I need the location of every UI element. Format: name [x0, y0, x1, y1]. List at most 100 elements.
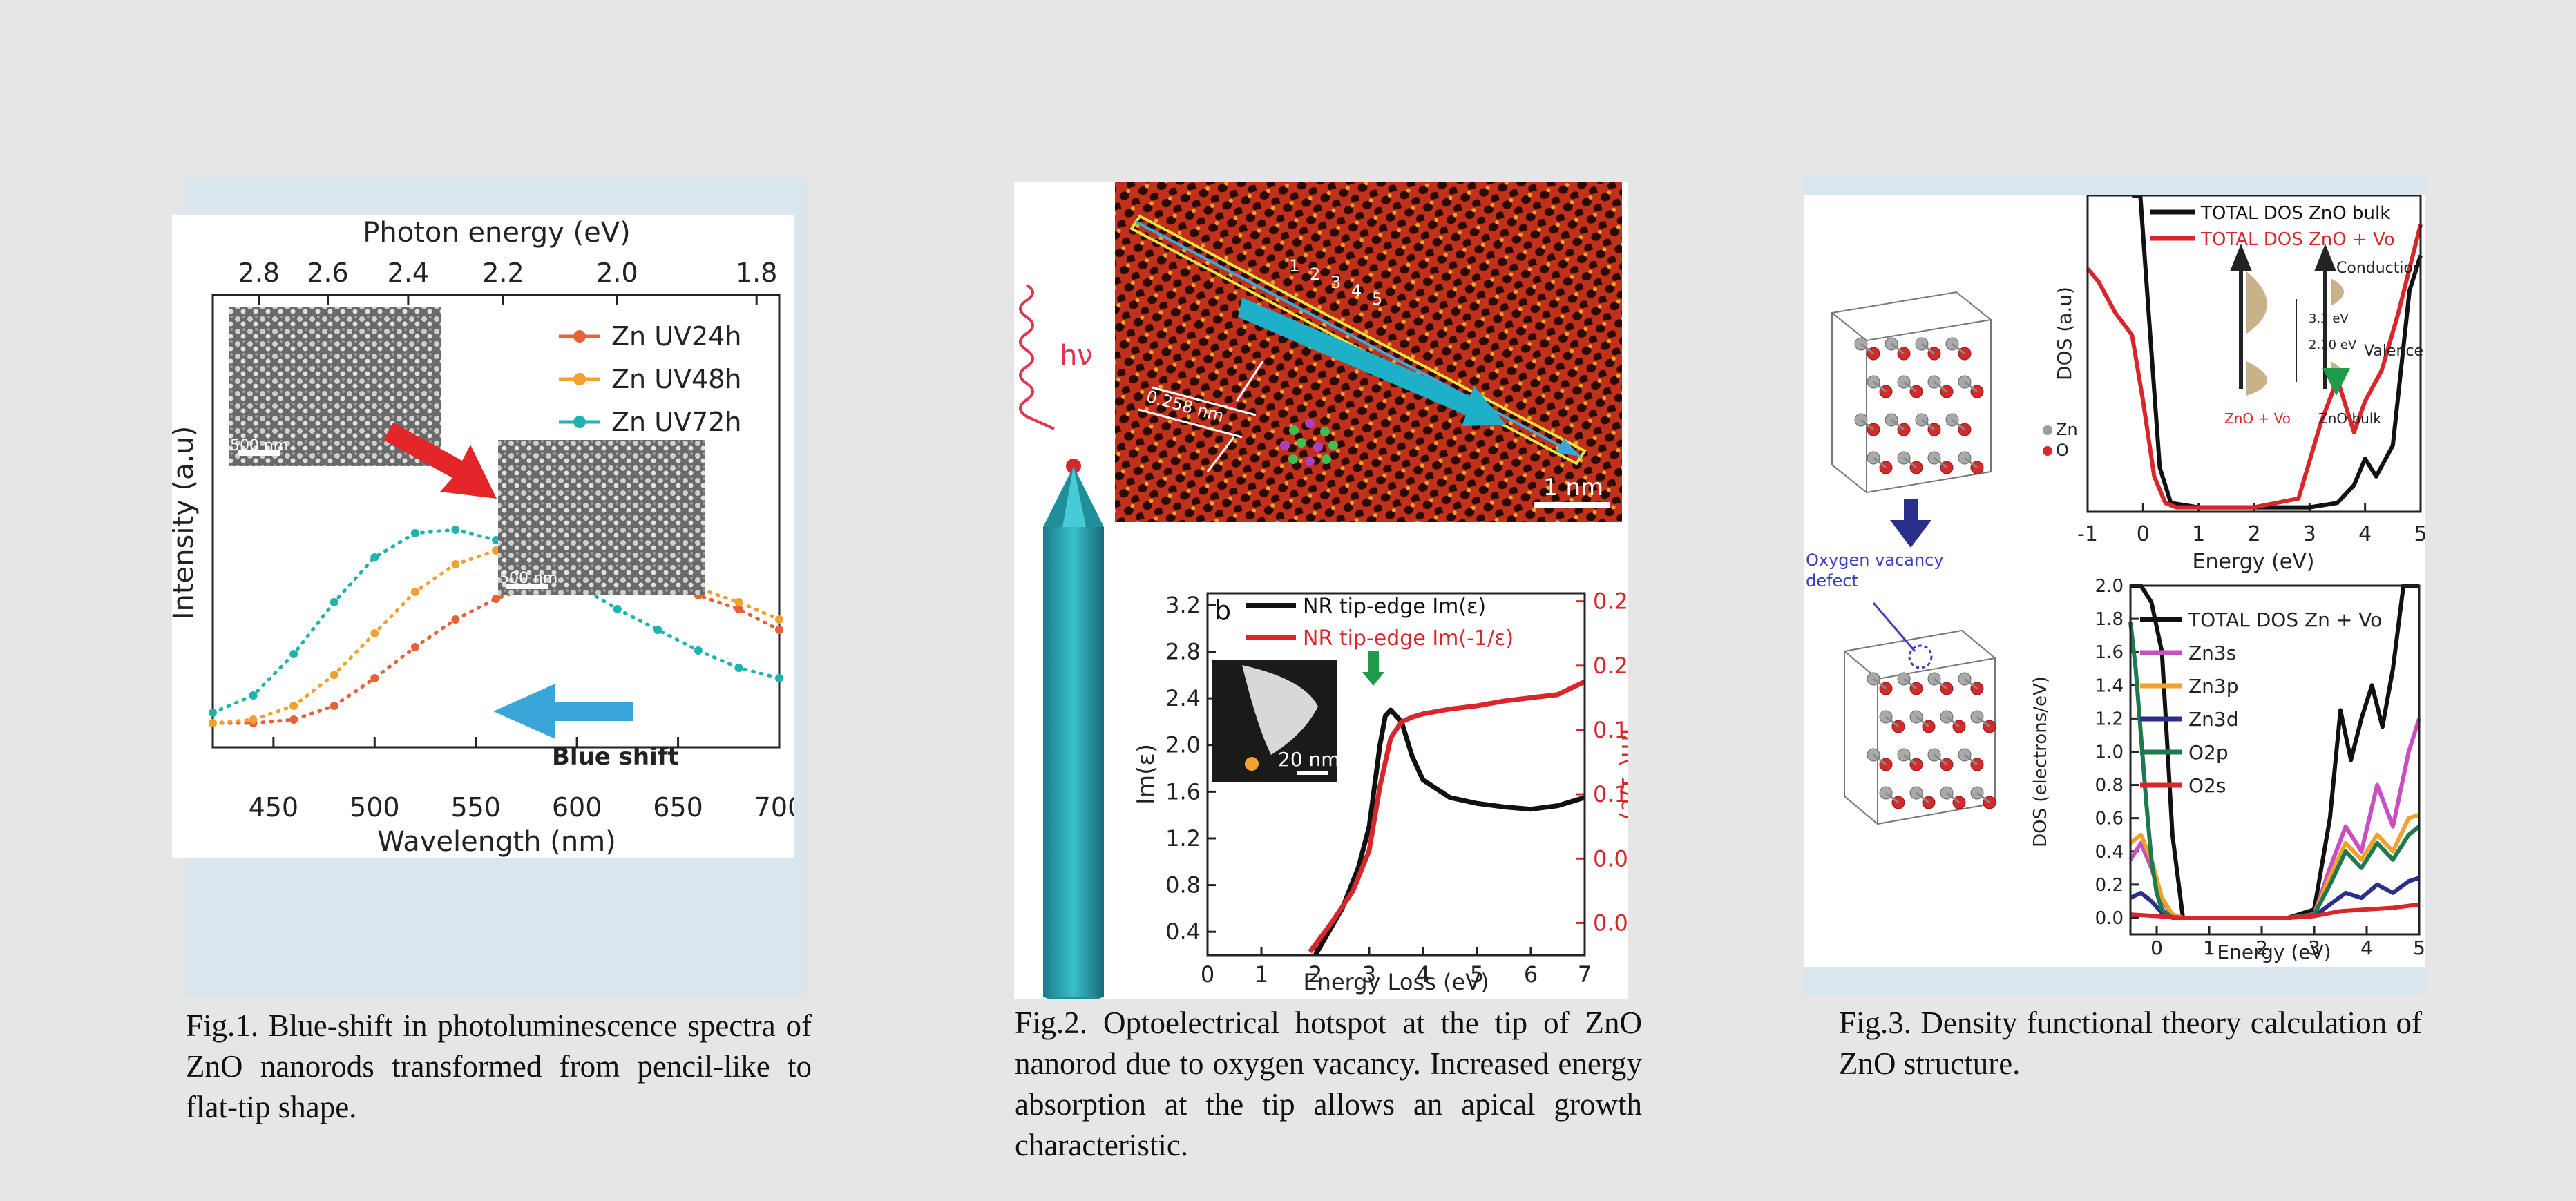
- fig1-xtick-label-0: 450: [249, 792, 299, 823]
- fig2-y2tick-label-5: 0.24: [1593, 588, 1628, 615]
- fig3a-green-arrow: [2322, 368, 2350, 396]
- fig2-ytick-label-1: 0.8: [1165, 872, 1201, 899]
- fig2-inset-scale-bar: 20 nm: [1278, 748, 1340, 771]
- fig3b-legend-label-2: Zn3p: [2188, 675, 2239, 698]
- fig2-series-line-0: [1313, 707, 1586, 957]
- fig3-bond: [1916, 715, 1929, 728]
- fig3-bond: [1885, 791, 1899, 804]
- fig3a-xtick-label-0: -1: [2077, 522, 2098, 546]
- fig3-zn-legend-label: Zn: [2056, 420, 2078, 439]
- fig2-nanorod: [1043, 466, 1104, 999]
- fig1-point-0-13: [734, 605, 743, 613]
- fig3-chart: Oxygen vacancy defect Zn O -1 0 1 2 3 4 5 Ener…: [1806, 195, 2425, 963]
- fig3-zn-legend-dot: [2043, 425, 2052, 435]
- fig3b-ytick-label-6: 1.2: [2095, 709, 2124, 729]
- fig1-blue-shift-label: Blue shift: [552, 743, 679, 771]
- fig1-legend-marker-2: [573, 416, 586, 428]
- fig2-ytick-label-2: 1.2: [1165, 825, 1201, 852]
- fig2-xtick-label-6: 6: [1524, 961, 1538, 988]
- fig1-legend-marker-0: [573, 330, 586, 343]
- fig2-y2tick-label-1: 0.08: [1593, 845, 1628, 872]
- fig3a-x-axis-title: Energy (eV): [2193, 550, 2315, 574]
- fig3b-xtick-label-0: 0: [2150, 936, 2163, 959]
- fig3b-xtick-label-3: 3: [2308, 936, 2320, 959]
- fig3b-legend-label-0: TOTAL DOS Zn + Vo: [2188, 608, 2382, 631]
- fig1-figure: 450 500 550 600 650 700 2.8 2.6 2.4 2.2 2.0 1.8 Pho…: [172, 215, 794, 858]
- fig3a-legend-label-1: TOTAL DOS ZnO + Vo: [2200, 229, 2395, 250]
- fig3-bond: [1903, 678, 1917, 690]
- fig3b-legend-label-1: Zn3s: [2188, 642, 2236, 664]
- fig3a-plot-frame: [2086, 195, 2422, 513]
- fig3a-inset-zno-bulk-label: ZnO bulk: [2318, 410, 2381, 427]
- fig2-marker-2: 2: [1310, 265, 1320, 284]
- fig1-point-0-2: [289, 715, 298, 724]
- fig3-bond: [1885, 715, 1899, 728]
- fig1-legend-label-2: Zn UV72h: [611, 407, 741, 437]
- fig1-y-axis-title: Intensity (a.u): [172, 426, 200, 620]
- fig1-xtick-label-3: 600: [552, 792, 602, 823]
- fig2-y2tick-label-4: 0.20: [1593, 653, 1628, 679]
- fig3b-ytick-label-4: 0.8: [2095, 776, 2124, 796]
- fig2-y2-axis-title: Im(-1/ε): [1616, 728, 1628, 820]
- fig3a-xtick-label-4: 3: [2303, 522, 2316, 546]
- fig2-figure: hν 0.258 nm 1 2 3 4 5: [1014, 182, 1628, 999]
- fig2-legend-label-0: NR tip-edge Im(ε): [1303, 595, 1486, 619]
- fig3-bond: [1964, 381, 1978, 393]
- fig2-xtick-label-2: 2: [1308, 961, 1322, 988]
- fig2-legend: NR tip-edge Im(ε) NR tip-edge Im(-1/ε): [1246, 595, 1514, 651]
- fig3a-xtick-label-2: 1: [2192, 522, 2205, 546]
- fig2-caption: Fig.2. Optoelectrical hotspot at the tip…: [1015, 1006, 1642, 1162]
- fig2-legend-label-1: NR tip-edge Im(-1/ε): [1303, 626, 1514, 651]
- fig3-bond: [1934, 381, 1947, 393]
- fig1-point-0-6: [451, 615, 460, 624]
- fig3-bond: [1891, 343, 1905, 355]
- fig3-bond: [1860, 419, 1874, 431]
- fig1-point-2-11: [653, 626, 662, 634]
- fig2-xtick-label-5: 5: [1470, 961, 1484, 988]
- fig3a-inset-zno-vo-label: ZnO + Vo: [2224, 410, 2291, 427]
- fig1-legend-marker-1: [573, 373, 586, 385]
- fig3-down-arrow: [1890, 499, 1931, 548]
- fig1-scale-bar-1: 500 nm: [230, 437, 288, 454]
- fig3-o-legend-label: O: [2056, 441, 2069, 460]
- fig1-xtick-label-5: 700: [754, 792, 794, 823]
- fig2-ytick-label-6: 2.8: [1165, 639, 1201, 665]
- fig3b-x-axis-title: Energy (eV): [2217, 941, 2331, 963]
- fig1-point-1-5: [410, 588, 419, 596]
- fig3-bond: [1976, 715, 1990, 728]
- fig1-point-1-13: [734, 598, 743, 606]
- fig2-photon-wave: [1019, 284, 1055, 430]
- fig2-ytick-label-3: 1.6: [1165, 778, 1201, 805]
- fig1-legend-label-0: Zn UV24h: [611, 321, 741, 352]
- fig3a-series-line-0: [2132, 195, 2423, 510]
- fig3b-xtick-label-2: 2: [2255, 936, 2268, 959]
- fig2-xtick-label-4: 4: [1416, 961, 1430, 988]
- fig1-point-2-4: [370, 553, 379, 561]
- fig1-x2tick-label-5: 1.8: [736, 258, 777, 288]
- fig1-point-2-0: [209, 709, 217, 717]
- fig2-marker-4: 4: [1351, 281, 1362, 300]
- fig1-caption: Fig.1. Blue-shift in photoluminescence s…: [186, 1008, 812, 1124]
- fig2-series-line-1: [1308, 679, 1586, 954]
- fig2-direction-arrow: [1238, 298, 1506, 426]
- fig3-bond: [1964, 678, 1978, 690]
- fig3-bond: [1891, 419, 1905, 431]
- fig3-bond: [1903, 753, 1917, 766]
- fig2-marker-3: 3: [1330, 273, 1341, 292]
- fig3b-series-line-3: [2129, 876, 2420, 920]
- fig3a-series-line-1: [2086, 224, 2423, 510]
- fig3b-series-line-4: [2128, 622, 2421, 920]
- fig3a-band-inset: 3.3 eV 2.10 eV Conduction band Valence b…: [2224, 244, 2425, 427]
- fig1-point-0-3: [330, 702, 338, 710]
- fig3-bond: [1952, 419, 1965, 431]
- fig3-bond: [1903, 381, 1917, 393]
- fig2-xtick-label-7: 7: [1578, 961, 1592, 988]
- fig1-point-0-4: [370, 674, 379, 682]
- fig1-xtick-label-1: 500: [350, 792, 400, 823]
- fig1-point-0-5: [410, 643, 419, 651]
- fig3-bond: [1976, 791, 1990, 804]
- fig2-y2tick-label-2: 0.12: [1593, 781, 1628, 807]
- fig1-point-1-2: [289, 702, 298, 710]
- fig3b-ytick-label-3: 0.6: [2095, 809, 2124, 829]
- fig3-vacancy-label-1: Oxygen vacancy: [1806, 550, 1944, 570]
